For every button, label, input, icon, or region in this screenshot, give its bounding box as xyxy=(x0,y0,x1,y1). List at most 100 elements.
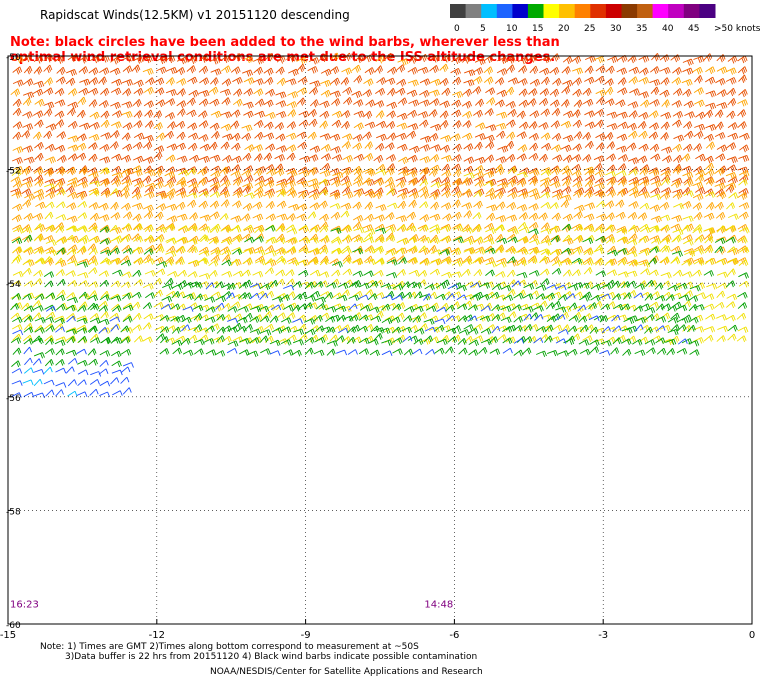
wind-barb xyxy=(89,212,100,222)
wind-barb xyxy=(198,258,209,265)
wind-barb xyxy=(473,303,485,311)
wind-barb xyxy=(628,130,638,139)
wind-barb xyxy=(705,123,717,132)
wind-barb xyxy=(11,191,22,199)
wind-barb xyxy=(285,180,296,188)
wind-barb xyxy=(376,133,387,142)
wind-barb xyxy=(98,326,108,334)
wind-barb xyxy=(326,348,336,356)
wind-barb xyxy=(45,156,56,164)
wind-barb xyxy=(452,248,462,256)
wind-barb xyxy=(715,258,726,266)
wind-barb xyxy=(453,224,464,232)
wind-barb xyxy=(156,226,167,234)
wind-barb xyxy=(539,255,548,264)
wind-barb xyxy=(67,101,79,109)
wind-barb xyxy=(219,88,231,96)
wind-barb xyxy=(263,99,274,108)
wind-barb xyxy=(364,169,376,177)
wind-barb xyxy=(255,258,266,266)
wind-barb xyxy=(430,201,440,211)
wind-barb xyxy=(395,132,407,141)
wind-barb xyxy=(266,236,277,244)
wind-barb xyxy=(583,281,594,289)
wind-barb xyxy=(464,247,476,255)
wind-barb xyxy=(133,79,144,88)
wind-barb xyxy=(387,66,397,75)
wind-barb xyxy=(463,143,474,152)
wind-barb xyxy=(441,169,452,178)
wind-barb xyxy=(606,111,618,119)
wind-barb xyxy=(77,181,89,189)
wind-barb xyxy=(24,357,33,366)
wind-barb xyxy=(340,202,352,211)
wind-barb xyxy=(497,145,509,153)
wind-barb xyxy=(373,270,384,277)
legend-label: 10 xyxy=(506,24,518,34)
wind-barb xyxy=(402,291,413,299)
wind-barb xyxy=(601,283,612,290)
wind-barb xyxy=(11,302,23,309)
wind-barb xyxy=(232,270,244,278)
wind-barb xyxy=(110,324,119,332)
wind-barb xyxy=(122,88,132,97)
wind-barb xyxy=(703,188,714,197)
wind-barb xyxy=(495,122,507,130)
wind-barb xyxy=(494,234,504,243)
wind-barb xyxy=(67,379,77,387)
wind-barb xyxy=(485,227,496,235)
wind-barb xyxy=(676,304,688,312)
wind-barb xyxy=(230,259,242,267)
wind-barb xyxy=(528,246,540,254)
footer-line-3: NOAA/NESDIS/Center for Satellite Applica… xyxy=(210,667,483,677)
wind-barb xyxy=(142,302,153,310)
wind-barb xyxy=(209,211,220,220)
wind-barb xyxy=(717,165,727,174)
wind-barb xyxy=(331,98,341,107)
wind-barb xyxy=(160,336,169,344)
wind-barb xyxy=(517,78,528,86)
wind-barb xyxy=(562,237,574,245)
wind-barb xyxy=(429,258,441,266)
barb-region xyxy=(10,291,134,368)
wind-barb xyxy=(672,228,684,236)
wind-barb xyxy=(155,224,166,232)
wind-barb xyxy=(725,280,736,288)
wind-barb xyxy=(66,254,77,264)
wind-barb xyxy=(254,326,265,333)
wind-barb xyxy=(45,311,56,319)
wind-barb xyxy=(308,256,319,265)
wind-barb xyxy=(528,279,539,287)
wind-barb xyxy=(22,111,33,119)
wind-barb xyxy=(88,142,98,151)
wind-barb xyxy=(479,293,490,301)
wind-barb xyxy=(253,168,263,177)
wind-barb xyxy=(462,88,472,97)
wind-barb xyxy=(352,179,364,187)
wind-barb xyxy=(24,367,34,374)
wind-barb xyxy=(87,167,98,175)
wind-barb xyxy=(353,303,365,310)
wind-barb xyxy=(319,213,329,222)
wind-barb xyxy=(164,277,174,286)
wind-barb xyxy=(43,108,53,117)
wind-barb xyxy=(703,270,714,277)
wind-barb xyxy=(89,122,100,130)
wind-barb xyxy=(463,79,475,87)
wind-barb xyxy=(275,233,285,243)
wind-barb xyxy=(413,328,425,335)
y-tick-label: -54 xyxy=(6,280,21,290)
wind-barb xyxy=(381,350,393,356)
wind-barb xyxy=(406,225,417,233)
wind-barb xyxy=(407,154,418,163)
wind-barb xyxy=(22,176,34,184)
wind-barb xyxy=(626,270,638,277)
legend-swatch xyxy=(574,4,591,18)
wind-barb xyxy=(456,284,467,292)
wind-barb xyxy=(528,270,540,277)
wind-barb xyxy=(364,323,374,331)
wind-barb xyxy=(165,325,177,332)
wind-barb xyxy=(76,327,88,334)
wind-barb xyxy=(11,280,22,287)
wind-barb xyxy=(143,86,154,95)
